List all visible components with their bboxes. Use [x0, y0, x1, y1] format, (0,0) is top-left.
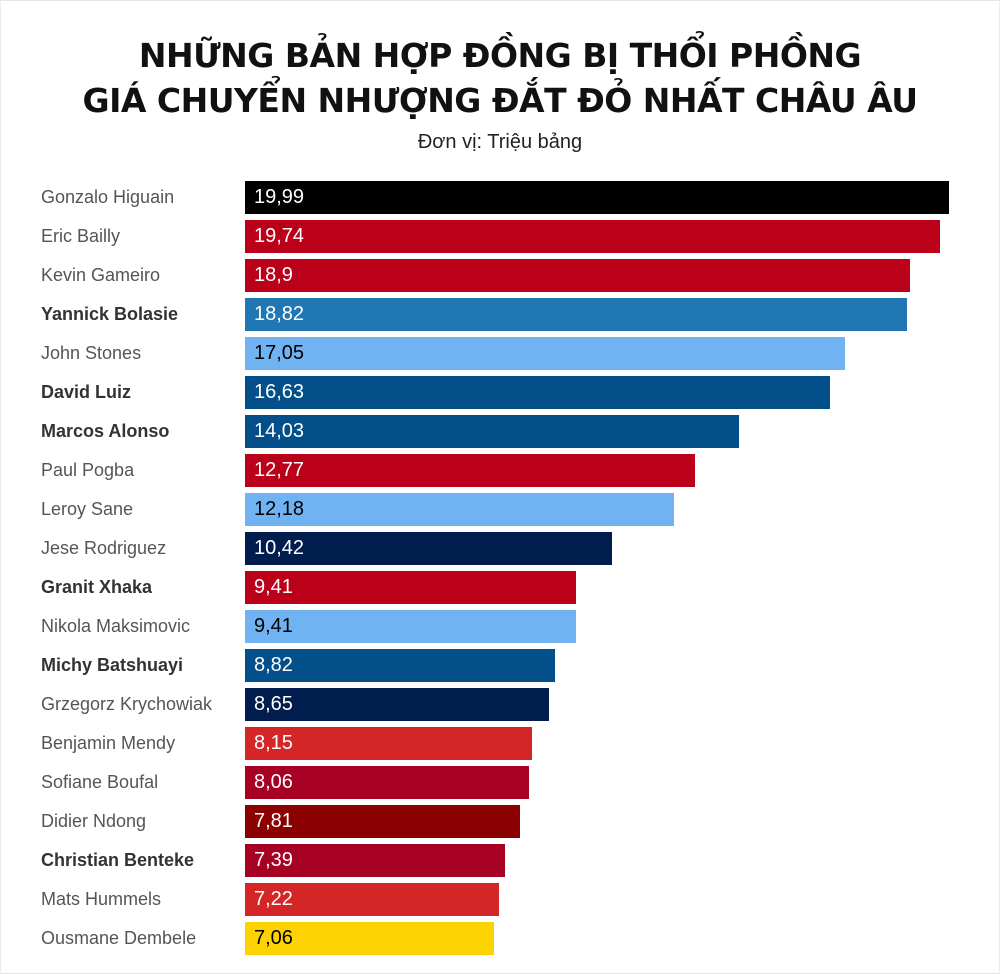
bar-value-label: 7,39 [254, 849, 293, 871]
bar-value-label: 12,77 [254, 459, 305, 481]
bar-row: Michy Batshuayi 8,82 [0, 649, 1000, 682]
chart-subtitle-unit: Đơn vị: Triệu bảng [417, 131, 583, 153]
bar-value-label: 8,06 [254, 771, 293, 793]
bar-row: Paul Pogba 12,77 [0, 454, 1000, 487]
bar: 7,39 [245, 844, 505, 877]
player-name-label: Paul Pogba [41, 460, 135, 480]
bar-row: Leroy Sane 12,18 [0, 493, 1000, 526]
bar: 8,15 [245, 727, 532, 760]
bar: 8,65 [245, 688, 549, 721]
bar-value-label: 8,15 [254, 732, 293, 754]
bar-value-label: 7,22 [254, 888, 293, 910]
player-name-label: Granit Xhaka [41, 577, 153, 597]
bar-row: Marcos Alonso 14,03 [0, 415, 1000, 448]
chart-title-line-1: NHỮNG BẢN HỢP ĐỒNG BỊ THỔI PHỒNG [138, 36, 862, 75]
bar-value-label: 9,41 [254, 615, 293, 637]
bar-value-label: 12,18 [254, 498, 305, 520]
bar-row: Grzegorz Krychowiak 8,65 [0, 688, 1000, 721]
bar: 7,06 [245, 922, 494, 955]
player-name-label: David Luiz [41, 382, 132, 402]
player-name-label: Leroy Sane [41, 499, 134, 519]
bar-row: Eric Bailly 19,74 [0, 220, 1000, 253]
bar: 7,81 [245, 805, 520, 838]
bar: 8,82 [245, 649, 555, 682]
bar: 17,05 [245, 337, 845, 370]
bar: 9,41 [245, 571, 576, 604]
bar: 12,18 [245, 493, 674, 526]
bar-value-label: 10,42 [254, 537, 305, 559]
player-name-label: Marcos Alonso [41, 421, 170, 441]
bar-value-label: 8,82 [254, 654, 293, 676]
player-name-label: Sofiane Boufal [41, 772, 159, 792]
bar-value-label: 18,9 [254, 264, 293, 286]
player-name-label: Christian Benteke [41, 850, 195, 870]
player-name-label: Michy Batshuayi [41, 655, 184, 675]
bar-value-label: 7,06 [254, 927, 293, 949]
bar: 19,99 [245, 181, 949, 214]
bar: 12,77 [245, 454, 695, 487]
bar-value-label: 19,99 [254, 186, 305, 208]
bar-row: Yannick Bolasie 18,82 [0, 298, 1000, 331]
bar-value-label: 7,81 [254, 810, 293, 832]
player-name-label: Didier Ndong [41, 811, 147, 831]
bar-row: Kevin Gameiro 18,9 [0, 259, 1000, 292]
bar-row: Christian Benteke 7,39 [0, 844, 1000, 877]
player-name-label: Eric Bailly [41, 226, 121, 246]
bar-value-label: 16,63 [254, 381, 305, 403]
player-name-label: Mats Hummels [41, 889, 162, 909]
player-name-label: Yannick Bolasie [41, 304, 179, 324]
bar: 8,06 [245, 766, 529, 799]
bar-value-label: 19,74 [254, 225, 305, 247]
bar-row: Mats Hummels 7,22 [0, 883, 1000, 916]
player-name-label: Nikola Maksimovic [41, 616, 191, 636]
bar: 10,42 [245, 532, 612, 565]
player-name-label: Jese Rodriguez [41, 538, 167, 558]
bar-row: Benjamin Mendy 8,15 [0, 727, 1000, 760]
bar: 18,9 [245, 259, 910, 292]
bar-row: Gonzalo Higuain 19,99 [0, 181, 1000, 214]
player-name-label: Grzegorz Krychowiak [41, 694, 213, 714]
bar-value-label: 17,05 [254, 342, 305, 364]
bar-value-label: 14,03 [254, 420, 305, 442]
bar: 14,03 [245, 415, 739, 448]
bar-row: John Stones 17,05 [0, 337, 1000, 370]
bar-value-label: 18,82 [254, 303, 305, 325]
bar-row: Sofiane Boufal 8,06 [0, 766, 1000, 799]
player-name-label: John Stones [41, 343, 142, 363]
player-name-label: Benjamin Mendy [41, 733, 176, 753]
bar-value-label: 9,41 [254, 576, 293, 598]
bar-row: Granit Xhaka 9,41 [0, 571, 1000, 604]
player-name-label: Kevin Gameiro [41, 265, 161, 285]
bar: 7,22 [245, 883, 499, 916]
bar: 9,41 [245, 610, 576, 643]
bar: 16,63 [245, 376, 830, 409]
bar: 19,74 [245, 220, 940, 253]
bar-row: Didier Ndong 7,81 [0, 805, 1000, 838]
bar-value-label: 8,65 [254, 693, 293, 715]
bar-row: David Luiz 16,63 [0, 376, 1000, 409]
bar: 18,82 [245, 298, 907, 331]
player-name-label: Ousmane Dembele [41, 928, 197, 948]
player-name-label: Gonzalo Higuain [41, 187, 175, 207]
bar-row: Ousmane Dembele 7,06 [0, 922, 1000, 955]
bar-row: Nikola Maksimovic 9,41 [0, 610, 1000, 643]
bar-row: Jese Rodriguez 10,42 [0, 532, 1000, 565]
chart-title-line-2: GIÁ CHUYỂN NHƯỢNG ĐẮT ĐỎ NHẤT CHÂU ÂU [82, 81, 918, 120]
